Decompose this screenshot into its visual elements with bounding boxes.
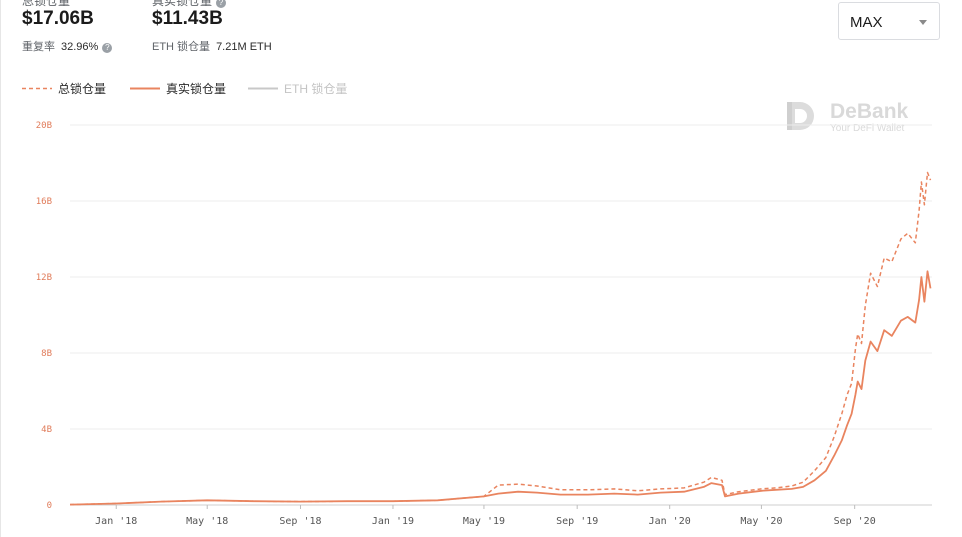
x-tick-label: May '20 xyxy=(740,516,782,527)
duplicate-rate-value: 32.96% xyxy=(61,41,99,53)
y-tick-label: 0 xyxy=(47,501,52,511)
dashed-line-icon xyxy=(22,87,52,90)
watermark-brand: DeBank xyxy=(830,100,909,123)
left-border xyxy=(0,0,1,537)
chart-grid xyxy=(70,124,932,506)
x-tick-label: Jan '18 xyxy=(95,516,137,527)
y-tick-label: 20B xyxy=(36,121,52,131)
legend-label: 总锁仓量 xyxy=(58,82,107,96)
y-tick-label: 4B xyxy=(41,425,52,435)
question-circle-icon[interactable]: ? xyxy=(216,0,227,8)
x-tick-label: Jan '19 xyxy=(372,516,414,527)
x-tick-label: Sep '20 xyxy=(834,516,876,527)
real-tvl-value: $11.43B xyxy=(152,8,223,29)
x-tick-label: May '18 xyxy=(186,516,228,527)
y-tick-label: 16B xyxy=(36,197,52,207)
legend-label: ETH 锁仓量 xyxy=(284,82,348,96)
total-tvl-value: $17.06B xyxy=(22,8,94,29)
x-axis: Jan '18 May '18 Sep '18 Jan '19 May '19 Sep '… xyxy=(95,505,876,527)
real-tvl-label-text: 真实锁仓量 xyxy=(152,0,213,8)
series-line-total-tvl xyxy=(69,171,932,506)
solid-line-icon xyxy=(130,87,160,90)
caret-down-icon xyxy=(919,20,927,25)
chart-series xyxy=(69,171,932,506)
time-range-value: MAX xyxy=(850,14,883,31)
duplicate-rate: 重复率 32.96%? xyxy=(22,38,113,54)
y-tick-label: 8B xyxy=(41,349,52,359)
debank-logo-icon xyxy=(787,102,814,130)
watermark-tagline: Your DeFi Wallet xyxy=(830,123,905,134)
x-tick-label: Jan '20 xyxy=(649,516,691,527)
debank-watermark: DeBank Your DeFi Wallet xyxy=(784,100,934,140)
eth-locked: ETH 锁仓量 7.21M ETH xyxy=(152,38,272,54)
eth-locked-label: ETH 锁仓量 xyxy=(152,41,211,53)
x-tick-label: Sep '19 xyxy=(556,516,598,527)
total-tvl-label: 总锁仓量 xyxy=(22,0,71,8)
real-tvl-label: 真实锁仓量? xyxy=(152,0,227,9)
question-circle-icon[interactable]: ? xyxy=(102,43,113,53)
legend-label: 真实锁仓量 xyxy=(166,82,227,96)
time-range-select[interactable]: MAX xyxy=(838,2,940,40)
series-line-real-tvl xyxy=(69,270,932,506)
eth-locked-value: 7.21M ETH xyxy=(216,41,272,53)
x-tick-label: May '19 xyxy=(463,516,505,527)
x-tick-label: Sep '18 xyxy=(279,516,321,527)
duplicate-rate-label: 重复率 xyxy=(22,41,55,53)
y-tick-label: 12B xyxy=(36,273,52,283)
y-axis: 0 4B 8B 12B 16B 20B xyxy=(36,121,52,511)
solid-line-icon xyxy=(248,87,278,90)
